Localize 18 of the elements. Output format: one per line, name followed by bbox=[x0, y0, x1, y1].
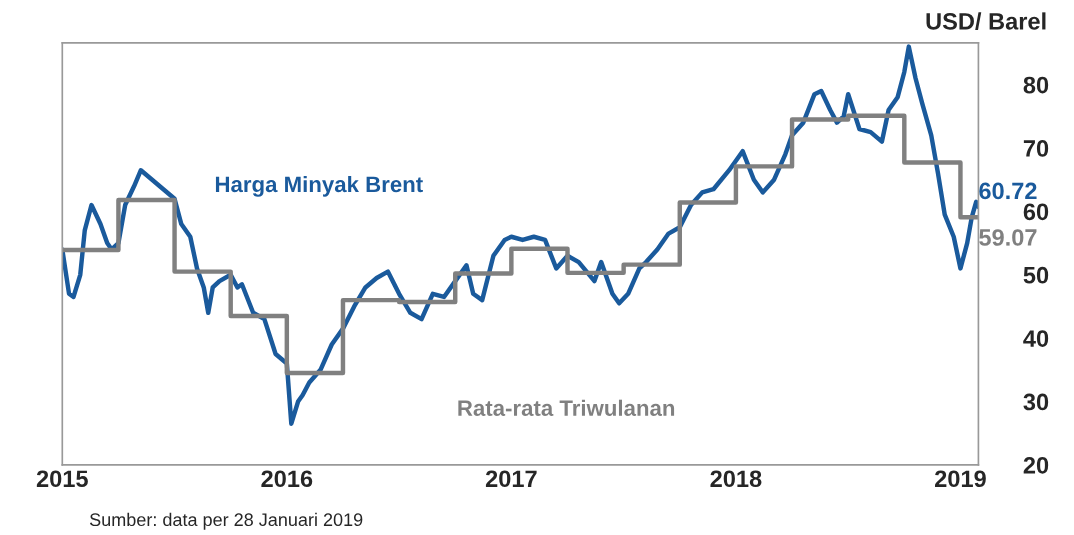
text: Rata-rata Triwulanan bbox=[458, 399, 675, 417]
series-label: Harga Minyak Brent bbox=[215, 175, 423, 197]
data-label: 60.72 bbox=[979, 182, 1037, 200]
y-axis-title: USD/ Barel bbox=[926, 12, 1046, 30]
x-tick-label: 2015 bbox=[36, 470, 88, 488]
y-tick-label: 40 bbox=[1023, 330, 1049, 347]
y-tick-label: 20 bbox=[1023, 456, 1049, 474]
y-tick-label: 30 bbox=[1023, 393, 1049, 411]
text: Sumber: data per 28 Januari 2019 bbox=[89, 512, 363, 530]
y-tick-label: 60 bbox=[1023, 203, 1049, 221]
x-tick-label: 2018 bbox=[710, 470, 762, 488]
x-tick-label: 2019 bbox=[935, 470, 986, 488]
y-tick-label: 80 bbox=[1023, 76, 1049, 94]
x-tick-label: 2017 bbox=[485, 470, 537, 488]
x-tick-label: 2016 bbox=[261, 470, 313, 488]
y-tick-label: 50 bbox=[1023, 266, 1049, 284]
y-tick-label: 70 bbox=[1023, 140, 1049, 157]
data-label: 59.07 bbox=[979, 229, 1037, 246]
